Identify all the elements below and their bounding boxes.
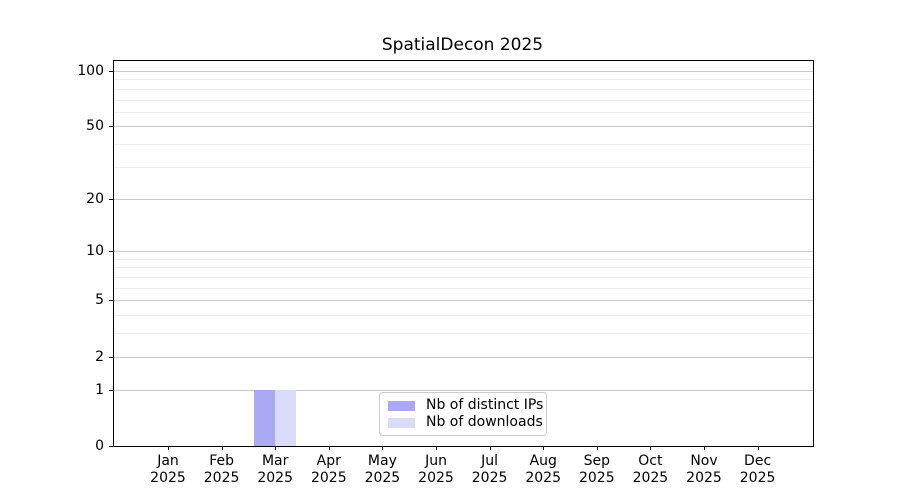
gridline-major	[114, 198, 813, 200]
y-tick-label: 100	[77, 62, 104, 79]
gridline-minor	[114, 88, 813, 90]
gridline-major	[114, 126, 813, 128]
x-tick-year: 2025	[150, 470, 186, 486]
x-tick-mark	[328, 446, 330, 450]
gridline-minor	[114, 333, 813, 335]
x-tick-year: 2025	[257, 470, 293, 486]
gridline-major	[114, 251, 813, 253]
x-tick-mark	[704, 446, 705, 450]
y-tick-mark	[109, 446, 113, 447]
x-tick-year: 2025	[310, 470, 347, 486]
x-tick-month: Dec	[744, 453, 772, 469]
y-tick-label: 1	[95, 381, 104, 398]
x-tick-label: May 2025	[350, 453, 414, 487]
y-tick-mark	[109, 70, 113, 72]
gridline-minor	[114, 166, 813, 168]
y-tick-label: 50	[86, 118, 104, 135]
x-tick-label: Jan 2025	[136, 453, 200, 487]
x-tick-year: 2025	[203, 470, 240, 486]
x-tick-month: Oct	[638, 453, 663, 469]
gridline-minor	[114, 267, 813, 269]
y-tick-mark	[109, 198, 113, 200]
y-tick-mark	[109, 300, 113, 302]
x-tick-mark	[382, 446, 384, 450]
x-tick-month: Jun	[425, 453, 447, 469]
gridline-minor	[114, 315, 813, 317]
x-tick-label: Oct 2025	[618, 453, 682, 487]
x-tick-month: Mar	[261, 453, 289, 469]
bar-nb-of-distinct-ips	[254, 389, 276, 446]
gridline-minor	[114, 99, 813, 101]
y-tick-label: 2	[95, 348, 104, 365]
x-tick-year: 2025	[471, 470, 508, 486]
gridline-major	[114, 300, 813, 302]
x-tick-label: Nov 2025	[672, 453, 736, 487]
legend-label-distinct-ips: Nb of distinct IPs	[426, 397, 544, 413]
x-tick-year: 2025	[418, 470, 454, 486]
y-tick-mark	[109, 126, 113, 128]
x-tick-month: Nov	[690, 453, 718, 469]
x-tick-mark	[543, 446, 545, 450]
legend: Nb of distinct IPs Nb of downloads	[379, 392, 547, 436]
x-tick-label: Sep 2025	[565, 453, 629, 487]
y-tick-label: 0	[95, 438, 104, 454]
x-tick-year: 2025	[632, 470, 669, 486]
plot-area: 0 1 2 5 10 20 50 100 Jan 2025 Feb 2025 Mar 2025 Apr 20…	[77, 60, 814, 486]
x-tick-label: Feb 2025	[190, 453, 254, 487]
gridline-minor	[114, 277, 813, 278]
x-tick-year: 2025	[578, 470, 615, 486]
x-tick-month: Apr	[316, 453, 341, 469]
x-tick-mark	[168, 446, 169, 450]
y-tick-label: 10	[86, 243, 104, 260]
legend-label-downloads: Nb of downloads	[426, 414, 543, 430]
x-tick-label: Jul 2025	[458, 453, 522, 487]
gridline-minor	[114, 258, 813, 260]
gridline-minor	[114, 79, 813, 81]
legend-swatch-downloads	[388, 417, 415, 428]
x-tick-year: 2025	[739, 470, 776, 486]
y-tick-label: 20	[86, 190, 104, 207]
y-tick-label: 5	[95, 292, 104, 309]
bar-nb-of-downloads	[275, 389, 297, 446]
x-tick-year: 2025	[525, 470, 561, 486]
legend-item-distinct-ips: Nb of distinct IPs	[388, 397, 543, 414]
gridline-minor	[114, 287, 813, 289]
x-tick-year: 2025	[364, 470, 401, 486]
x-tick-mark	[275, 446, 277, 450]
chart-title: SpatialDecon 2025	[381, 35, 544, 55]
gridline-major	[114, 70, 813, 72]
x-tick-month: Jan	[157, 453, 179, 469]
gridline-minor	[114, 144, 813, 146]
y-tick-mark	[109, 356, 113, 358]
x-tick-month: Feb	[209, 453, 234, 469]
x-tick-mark	[650, 446, 652, 450]
x-tick-mark	[757, 446, 759, 450]
x-tick-month: Jul	[481, 453, 499, 469]
x-tick-label: Aug 2025	[511, 453, 575, 487]
x-tick-label: Mar 2025	[243, 453, 307, 487]
x-tick-label: Dec 2025	[726, 453, 790, 487]
x-tick-mark	[596, 446, 598, 450]
x-tick-label: Jun 2025	[404, 453, 468, 487]
gridline-major	[114, 389, 813, 391]
x-tick-month: May	[367, 453, 397, 469]
x-tick-mark	[489, 446, 491, 450]
y-tick-mark	[109, 389, 113, 391]
legend-item-downloads: Nb of downloads	[388, 414, 543, 431]
x-tick-month: Sep	[583, 453, 610, 469]
gridline-minor	[114, 111, 813, 113]
x-tick-mark	[221, 446, 223, 450]
y-tick-mark	[109, 251, 113, 253]
x-tick-mark	[436, 446, 437, 450]
x-tick-month: Aug	[529, 453, 557, 469]
legend-swatch-distinct-ips	[388, 400, 415, 411]
x-tick-year: 2025	[686, 470, 722, 486]
x-tick-label: Apr 2025	[297, 453, 361, 487]
gridline-major	[114, 356, 813, 358]
